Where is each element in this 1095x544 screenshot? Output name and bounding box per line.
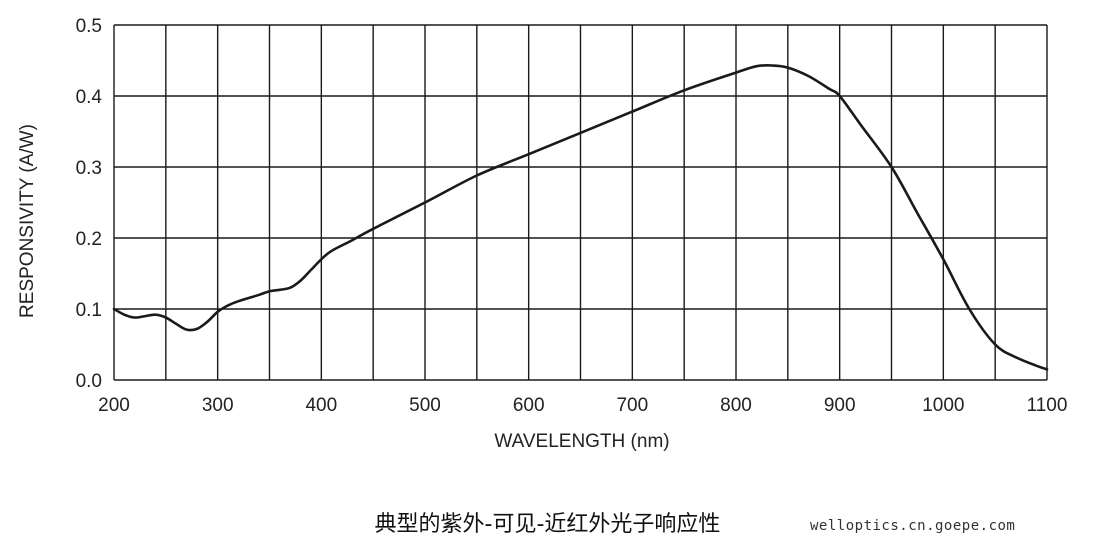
y-tick-label: 0.0: [76, 371, 102, 392]
series-layer: [112, 63, 1049, 371]
y-tick-label: 0.1: [76, 300, 102, 321]
x-tick-label: 700: [616, 395, 648, 416]
x-tick-label: 300: [202, 395, 234, 416]
x-tick-label: 200: [98, 395, 130, 416]
responsivity-series-line: [112, 63, 1049, 371]
y-tick-label: 0.3: [76, 158, 102, 179]
chart-caption: 典型的紫外-可见-近红外光子响应性: [374, 512, 721, 537]
tick-labels: 200 300 400 500 600 700 800 900 1000 1100 0.0 0.1 0.…: [76, 16, 1068, 416]
x-tick-label: 1000: [922, 395, 964, 416]
x-axis-title: WAVELENGTH (nm): [494, 431, 669, 452]
y-tick-label: 0.2: [76, 229, 102, 250]
grid-lines: [113, 24, 1048, 381]
y-tick-label: 0.4: [76, 87, 103, 108]
x-tick-label: 800: [720, 395, 752, 416]
x-tick-label: 1100: [1027, 395, 1068, 416]
y-axis-title: RESPONSIVITY (A/W): [17, 124, 38, 318]
x-tick-label: 400: [305, 395, 337, 416]
x-tick-label: 900: [824, 395, 856, 416]
y-tick-label: 0.5: [76, 16, 102, 37]
x-tick-label: 500: [409, 395, 441, 416]
x-tick-label: 600: [513, 395, 545, 416]
watermark-text: welloptics.cn.goepe.com: [810, 518, 1016, 534]
